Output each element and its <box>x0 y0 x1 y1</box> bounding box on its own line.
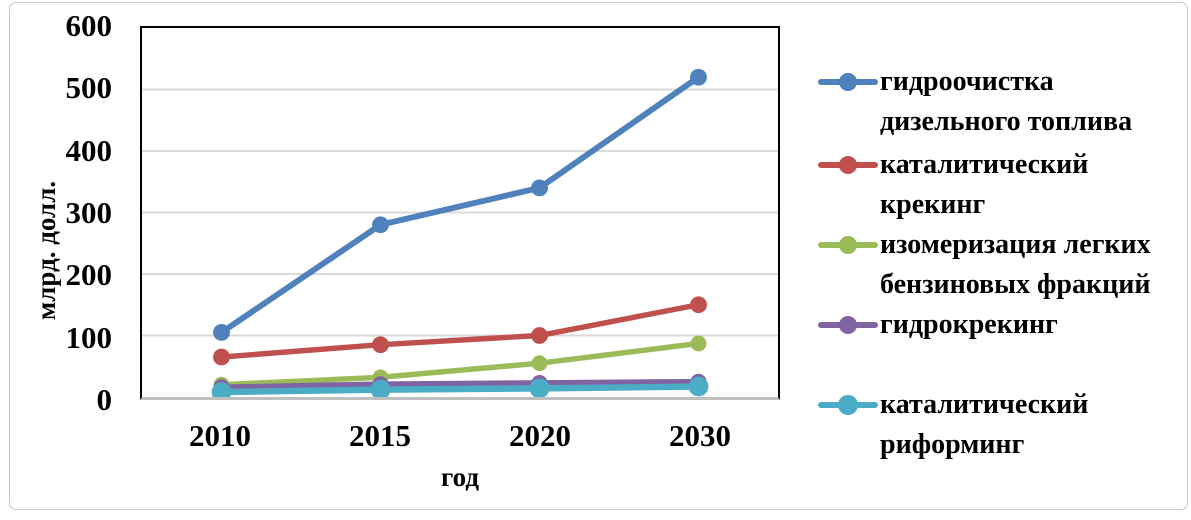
series-marker <box>213 324 230 341</box>
chart-canvas <box>142 68 778 397</box>
legend-dot <box>839 236 857 254</box>
legend-label: гидрокрекинг <box>880 309 1058 340</box>
x-tick-label: 2030 <box>669 418 731 453</box>
series-marker <box>370 379 391 397</box>
legend-item: гидроочистка дизельного топлива <box>818 62 1190 142</box>
series-marker <box>531 179 548 197</box>
series-line <box>219 74 701 335</box>
y-axis-title: млрд. долл. <box>30 70 64 430</box>
series-marker <box>372 216 389 234</box>
legend-dot <box>838 395 858 415</box>
figure-frame <box>9 2 1188 510</box>
y-tick-label: 200 <box>65 257 113 293</box>
legend-item: изомеризация легких бензиновых фракций <box>818 225 1190 305</box>
series-marker <box>372 336 389 354</box>
series-line <box>221 383 699 396</box>
series-line <box>221 340 699 388</box>
legend-label: каталитический риформинг <box>880 389 1089 460</box>
y-tick-label: 500 <box>65 70 113 106</box>
x-tick-label: 2020 <box>509 418 571 453</box>
legend-line-marker-icon <box>818 305 878 345</box>
y-tick-label: 400 <box>65 132 113 168</box>
legend-label: каталитический крекинг <box>880 149 1089 220</box>
legend-label: изомеризация легких бензиновых фракций <box>880 229 1151 300</box>
series-line <box>221 378 699 390</box>
legend-item: каталитический крекинг <box>818 145 1190 225</box>
series-marker <box>690 68 707 86</box>
legend-dot <box>839 73 857 91</box>
plot-area <box>140 26 780 400</box>
legend-line-marker-icon <box>818 225 878 265</box>
legend-label: гидроочистка дизельного топлива <box>880 66 1133 137</box>
legend-line-marker-icon <box>818 145 878 185</box>
y-tick-label: 600 <box>65 8 113 43</box>
series-line <box>221 302 700 360</box>
legend-line-marker-icon <box>818 385 878 425</box>
series-marker <box>690 335 707 352</box>
series-marker <box>213 348 230 366</box>
legend-dot <box>839 156 857 174</box>
x-tick-label: 2010 <box>189 418 251 453</box>
legend-item: гидрокрекинг <box>818 305 1190 345</box>
x-axis-title: год <box>441 462 479 492</box>
series-marker <box>531 355 548 372</box>
series-marker <box>531 327 548 344</box>
y-tick-label: 300 <box>65 195 113 230</box>
series-marker <box>529 378 550 397</box>
legend-dot <box>839 316 857 334</box>
series-marker <box>211 382 232 397</box>
x-tick-label: 2015 <box>349 418 411 453</box>
y-tick-label: 100 <box>65 319 113 355</box>
legend-item: каталитический риформинг <box>818 385 1190 465</box>
series-marker <box>690 296 707 314</box>
y-tick-label: 0 <box>96 382 113 417</box>
legend-line-marker-icon <box>818 62 878 102</box>
series-marker <box>688 376 709 397</box>
